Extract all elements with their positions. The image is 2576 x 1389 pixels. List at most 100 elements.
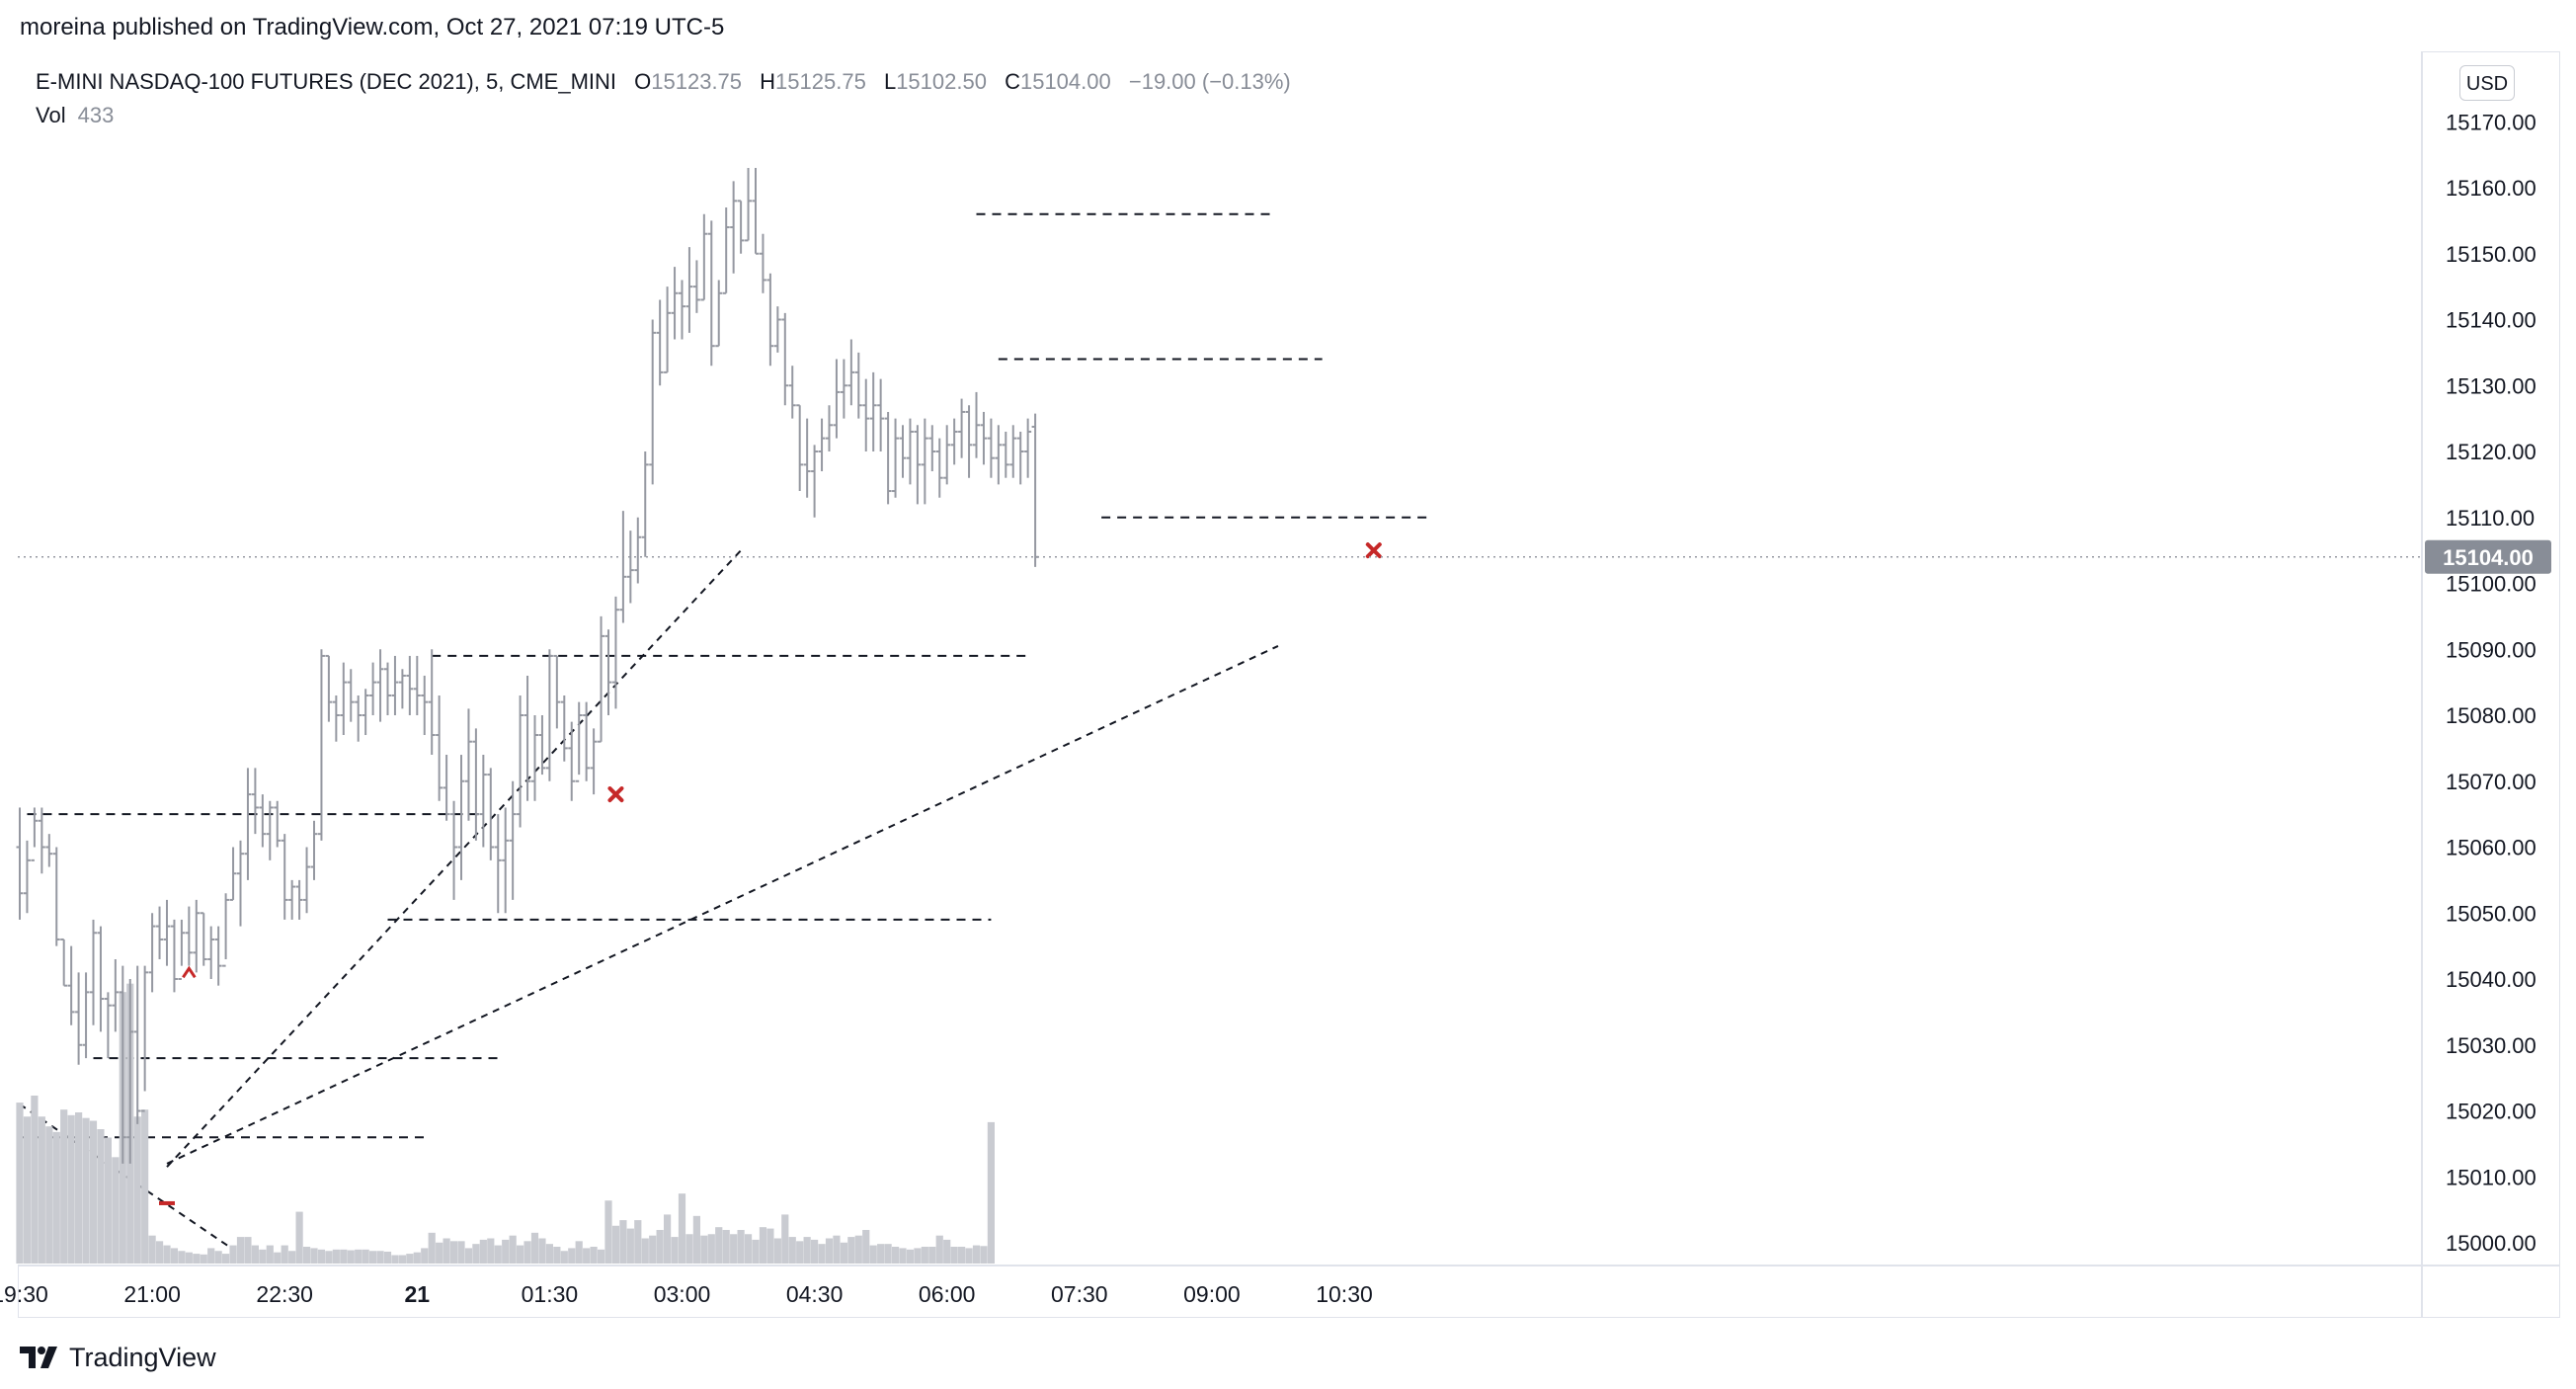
ohlc-bar <box>443 755 450 821</box>
volume-label[interactable]: Vol <box>36 103 66 127</box>
cross-marker-stroke <box>607 786 624 803</box>
volume-bar <box>626 1228 634 1264</box>
ohlc-bar <box>200 912 207 966</box>
volume-bar <box>443 1238 450 1264</box>
ohlc-bar <box>244 768 252 880</box>
volume-bar <box>178 1251 186 1264</box>
ohlc-bar <box>1016 431 1024 485</box>
ohlc-bar <box>23 840 31 914</box>
volume-bar <box>773 1238 781 1264</box>
ohlc-bar <box>391 655 399 715</box>
ohlc-bar <box>112 958 120 1032</box>
ohlc-bar <box>317 649 325 841</box>
volume-bar <box>222 1254 230 1264</box>
price-axis-tick: 15090.00 <box>2446 637 2536 662</box>
volume-bar <box>862 1230 870 1264</box>
ohlc-bar <box>178 919 186 980</box>
volume-bar <box>112 1157 120 1264</box>
ohlc-bar <box>295 879 303 920</box>
price-axis[interactable]: 15000.00 15010.00 15020.00 15030.00 15040.00… <box>2446 110 2536 1256</box>
volume-bar <box>244 1237 252 1264</box>
ohlc-bar <box>369 662 377 715</box>
volume-bar <box>752 1239 760 1264</box>
price-axis-tick: 15140.00 <box>2446 308 2536 333</box>
ohlc-bar <box>310 820 318 880</box>
volume-bar <box>943 1239 951 1264</box>
ohlc-bar <box>634 517 642 584</box>
ohlc-bar <box>531 715 538 801</box>
ohlc-bar <box>229 847 237 901</box>
volume-bar <box>583 1248 591 1264</box>
ohlc-bar <box>436 694 443 801</box>
volume-bar <box>236 1237 245 1264</box>
ohlc-bar <box>766 273 774 367</box>
volume-bar <box>31 1096 39 1264</box>
volume-bar <box>759 1227 767 1264</box>
ohlc-legend: E-MINI NASDAQ-100 FUTURES (DEC 2021), 5,… <box>36 69 1291 95</box>
ohlc-bar <box>421 675 429 736</box>
price-axis-tick: 15000.00 <box>2446 1231 2536 1256</box>
volume-bar <box>332 1249 340 1264</box>
ohlc-bar <box>987 418 995 478</box>
volume-bar <box>16 1103 24 1264</box>
volume-bar <box>730 1234 738 1264</box>
tradingview-logo[interactable]: TradingView <box>20 1340 216 1375</box>
ohlc-bar <box>995 425 1003 485</box>
currency-button[interactable]: USD <box>2459 65 2515 101</box>
ohlc-bar <box>715 280 723 348</box>
ohlc-bar <box>207 926 215 979</box>
ohlc-bar <box>75 972 83 1065</box>
ohlc-bar <box>413 655 421 715</box>
open-label: O <box>634 69 652 94</box>
plot-area[interactable] <box>18 51 2422 1266</box>
ohlc-bar <box>60 938 68 987</box>
ohlc-bar <box>575 701 583 782</box>
volume-bar <box>266 1245 274 1264</box>
ohlc-bar <box>156 906 164 959</box>
volume-bar <box>884 1244 892 1264</box>
ohlc-bar <box>752 167 760 255</box>
volume-bar <box>869 1245 877 1264</box>
publisher-line: moreina published on TradingView.com, Oc… <box>20 14 725 41</box>
volume-bar <box>950 1247 958 1264</box>
volume-bar <box>383 1251 392 1264</box>
ohlc-bar <box>163 899 171 966</box>
close-label: C <box>1005 69 1020 94</box>
volume-bar <box>274 1252 282 1264</box>
ohlc-bar <box>52 847 60 946</box>
volume-bar <box>163 1245 171 1264</box>
volume-bar <box>310 1248 318 1264</box>
ohlc-bar <box>803 418 811 498</box>
volume-bar <box>671 1237 679 1264</box>
volume-bar <box>825 1238 834 1264</box>
time-axis-tick: 22:30 <box>256 1281 313 1307</box>
volume-bar <box>428 1232 436 1264</box>
volume-bar <box>619 1220 627 1264</box>
ohlc-bar <box>759 233 766 293</box>
ohlc-bar <box>818 418 826 472</box>
ohlc-bar <box>892 418 900 498</box>
volume-bar <box>523 1241 531 1264</box>
volume-bar <box>325 1251 333 1264</box>
symbol-title[interactable]: E-MINI NASDAQ-100 FUTURES (DEC 2021), 5,… <box>36 69 617 94</box>
volume-bar <box>744 1234 753 1264</box>
volume-bar <box>560 1251 568 1264</box>
price-axis-tick: 15010.00 <box>2446 1165 2536 1189</box>
ohlc-bar <box>16 807 24 920</box>
ohlc-bar <box>450 800 458 900</box>
volume-bar <box>449 1241 458 1264</box>
close-value: 15104.00 <box>1019 69 1111 94</box>
volume-bar <box>317 1249 326 1264</box>
price-axis-tick: 15020.00 <box>2446 1100 2536 1124</box>
ohlc-bar <box>384 662 391 715</box>
volume-bar <box>295 1211 303 1264</box>
volume-bar <box>472 1244 480 1264</box>
time-axis[interactable]: 19:30 21:00 22:30 21 01:30 03:00 04:30 06:00 07:… <box>0 1281 1373 1307</box>
volume-bar <box>707 1234 715 1264</box>
high-value: 15125.75 <box>775 69 866 94</box>
ohlc-bar <box>237 840 244 927</box>
ohlc-bar <box>1024 418 1032 478</box>
ohlc-bar <box>355 694 362 742</box>
ohlc-bar <box>906 418 914 485</box>
